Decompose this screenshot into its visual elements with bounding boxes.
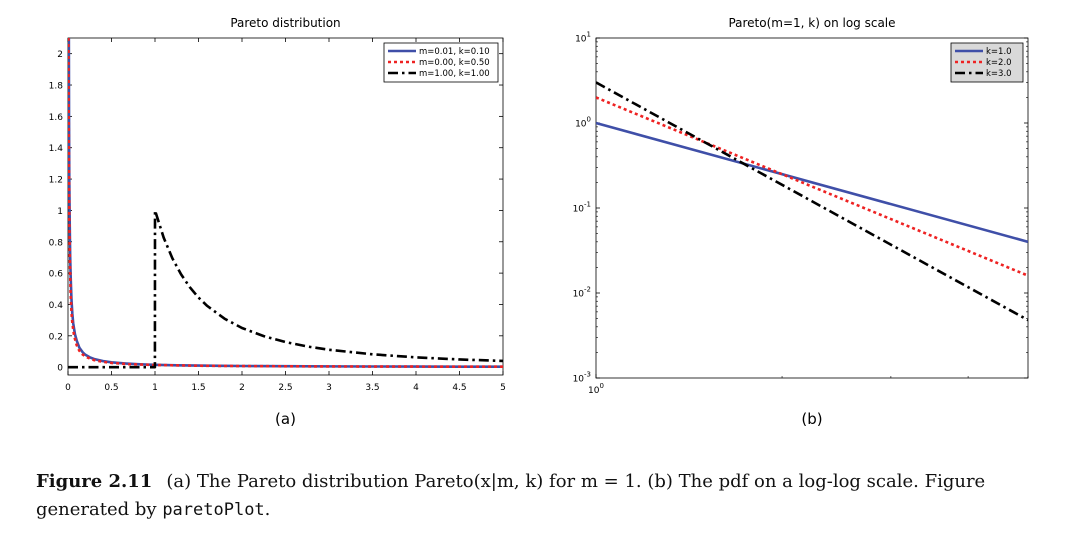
y-tick-label: 0.4 (49, 301, 64, 311)
x-tick-label: 3.5 (365, 383, 379, 393)
legend-label: m=0.01, k=0.10 (419, 47, 490, 57)
panel-label: (a) (275, 410, 296, 428)
legend-label: m=0.00, k=0.50 (419, 58, 490, 68)
x-tick-label: 4 (413, 383, 419, 393)
figure-caption: Figure 2.11 (a) The Pareto distribution P… (36, 468, 1056, 524)
y-tick-label: 1.8 (49, 82, 64, 92)
series-line-1 (596, 121, 1028, 244)
plot-area-frame (67, 37, 504, 376)
x-tick-label: 0.5 (104, 383, 118, 393)
x-tick-label: 2 (239, 383, 245, 393)
legend-label: k=1.0 (986, 47, 1012, 57)
chart-panel-a: Pareto distribution 0 0.2 0.4 0.6 0.8 1 1.2 1.4 1… (49, 16, 506, 428)
caption-code: paretoPlot (162, 500, 265, 520)
series-line-3 (596, 81, 1028, 322)
y-tick-label: 0.6 (49, 270, 64, 280)
y-tick-label: 2 (57, 50, 63, 60)
legend-label: k=3.0 (986, 69, 1012, 79)
caption-label: Figure 2.11 (36, 471, 153, 492)
x-tick-label: 1 (152, 383, 158, 393)
x-tick-label: 3 (326, 383, 332, 393)
y-tick-label: 0.2 (49, 332, 63, 342)
plot-area-frame (595, 37, 1029, 379)
chart-title: Pareto distribution (230, 16, 340, 30)
y-tick-label: 100 (575, 116, 591, 130)
legend-label: k=2.0 (986, 58, 1012, 68)
caption-text: (a) The Pareto distribution Pareto(x|m, … (36, 471, 986, 520)
x-tick-label: 100 (588, 382, 604, 396)
y-tick-label: 1 (57, 207, 63, 217)
panel-label: (b) (801, 410, 822, 428)
y-tick-label: 0 (57, 364, 63, 374)
y-tick-label: 0.8 (49, 238, 64, 248)
series-line-2 (596, 96, 1028, 277)
x-tick-label: 1.5 (191, 383, 205, 393)
caption-text-end: . (264, 499, 271, 520)
y-tick-label: 1.6 (49, 113, 64, 123)
x-tick-label: 4.5 (452, 383, 466, 393)
y-tick-label: 1.2 (49, 176, 63, 186)
series-line-2 (68, 38, 503, 369)
y-tick-label: 10-1 (573, 201, 591, 215)
y-tick-label: 1.4 (49, 144, 64, 154)
legend-label: m=1.00, k=1.00 (419, 69, 490, 79)
series-line-1 (68, 38, 503, 368)
y-tick-label: 10-2 (573, 286, 591, 300)
series-line-3 (68, 209, 503, 369)
x-tick-label: 0 (65, 383, 71, 393)
x-tick-label: 2.5 (278, 383, 292, 393)
y-tick-label: 101 (575, 31, 591, 45)
y-tick-label: 10-3 (573, 371, 591, 385)
chart-panel-b: Pareto(m=1, k) on log scale 10-3 10-2 10-1 1… (573, 16, 1029, 428)
chart-title: Pareto(m=1, k) on log scale (728, 16, 895, 30)
x-tick-label: 5 (500, 383, 506, 393)
